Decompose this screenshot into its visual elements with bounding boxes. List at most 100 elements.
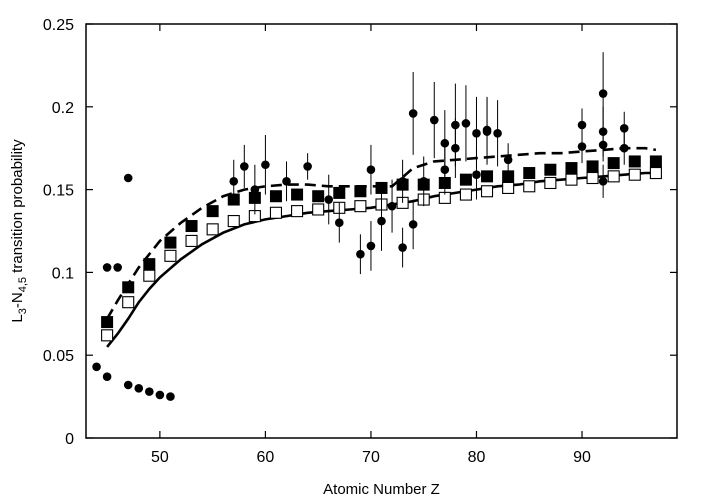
- plot-area-frame: [85, 23, 678, 439]
- filled-square-marker: [122, 281, 135, 294]
- data-point: [123, 380, 133, 390]
- x-tick-label: 60: [257, 449, 275, 466]
- filled-square-marker: [143, 258, 156, 271]
- open-square-marker: [269, 206, 283, 219]
- data-point: [451, 143, 460, 153]
- open-square-marker: [586, 171, 599, 185]
- y-axis-label: L3-N4,5 transition probability: [9, 139, 29, 323]
- y-axis-ticks: 0 0.05 0.1 0.15 0.2 0.25: [43, 17, 677, 448]
- data-point: [334, 218, 344, 228]
- y-tick-label: 0.25: [43, 17, 74, 34]
- filled-square-marker: [206, 205, 219, 218]
- open-square-marker: [185, 234, 198, 247]
- data-point: [356, 249, 365, 259]
- open-square-marker: [607, 170, 620, 183]
- open-square-marker: [227, 215, 240, 228]
- filled-square-marker: [481, 170, 494, 183]
- open-square-marker: [480, 185, 494, 198]
- open-square-marker: [628, 168, 641, 181]
- filled-square-marker: [312, 190, 325, 203]
- y-tick-label: 0.1: [52, 265, 74, 282]
- data-point: [229, 177, 239, 186]
- data-point: [261, 160, 270, 170]
- data-point: [429, 115, 439, 125]
- data-point: [166, 392, 175, 401]
- y-tick-label: 0.05: [43, 348, 74, 365]
- data-point: [482, 127, 492, 136]
- filled-square-marker: [291, 188, 304, 201]
- open-square-marker: [502, 181, 515, 194]
- filled-square-marker: [459, 173, 472, 186]
- data-point: [387, 201, 397, 211]
- filled-square-marker: [354, 185, 367, 198]
- y-axis-label-subscript: 3: [17, 308, 29, 314]
- filled-square-marker: [185, 220, 198, 233]
- open-square-marker: [354, 200, 367, 213]
- data-point: [240, 162, 249, 171]
- x-tick-label: 70: [362, 449, 380, 466]
- x-axis-label: Atomic Number Z: [323, 481, 440, 498]
- filled-square-marker: [544, 163, 557, 176]
- y-axis-label-part: transition probability: [9, 139, 26, 277]
- data-point: [102, 372, 112, 382]
- filled-square-marker: [269, 190, 282, 203]
- y-axis-label-part: -N: [9, 292, 26, 308]
- data-point: [155, 390, 165, 400]
- x-axis-ticks: 50 60 70 80 90: [151, 24, 591, 466]
- data-point: [324, 195, 334, 204]
- data-point: [619, 124, 629, 133]
- data-point: [377, 216, 386, 226]
- data-point: [577, 142, 587, 151]
- x-tick-label: 90: [573, 449, 591, 466]
- data-point: [440, 138, 450, 148]
- open-square-marker: [565, 173, 578, 186]
- data-point: [472, 170, 481, 179]
- open-square-marker: [459, 188, 472, 201]
- data-point: [134, 384, 144, 393]
- open-square-marker: [143, 269, 156, 282]
- data-point: [440, 165, 450, 175]
- data-point: [408, 220, 418, 229]
- filled-square-marker: [333, 186, 346, 199]
- data-point: [598, 140, 608, 150]
- data-point: [366, 241, 376, 251]
- filled-square-marker: [649, 155, 662, 168]
- filled-square-marker: [164, 236, 177, 249]
- data-point: [472, 128, 481, 138]
- data-point: [303, 162, 312, 171]
- data-point: [419, 177, 429, 186]
- data-point: [461, 119, 471, 128]
- filled-square-marker: [628, 155, 641, 168]
- data-point: [408, 109, 418, 118]
- data-point: [598, 177, 608, 186]
- open-square-marker: [164, 249, 177, 262]
- open-square-marker: [291, 205, 304, 218]
- open-square-marker: [122, 296, 135, 309]
- filled-square-marker: [101, 316, 114, 329]
- data-point: [493, 128, 502, 138]
- open-square-marker: [544, 176, 557, 190]
- data-point: [598, 89, 608, 98]
- y-axis-label-part: L: [9, 314, 26, 322]
- data-point: [102, 263, 112, 272]
- data-point: [92, 362, 101, 372]
- data-point: [398, 177, 407, 186]
- data-point: [398, 243, 407, 252]
- data-point: [619, 143, 629, 153]
- data-point: [503, 155, 513, 165]
- data-point: [145, 387, 154, 396]
- open-square-marker: [312, 203, 325, 216]
- open-square-marker: [101, 329, 114, 342]
- data-point: [123, 173, 133, 183]
- y-axis-label-subscript: 4,5: [17, 277, 29, 292]
- filled-square-marker: [523, 167, 536, 180]
- data-point: [282, 177, 291, 186]
- data-point: [366, 165, 376, 175]
- open-square-marker: [206, 223, 219, 236]
- filled-square-marker: [607, 157, 620, 170]
- data-point: [577, 120, 587, 130]
- y-tick-label: 0: [65, 431, 74, 448]
- x-tick-label: 80: [468, 449, 486, 466]
- open-square-marker: [649, 166, 662, 180]
